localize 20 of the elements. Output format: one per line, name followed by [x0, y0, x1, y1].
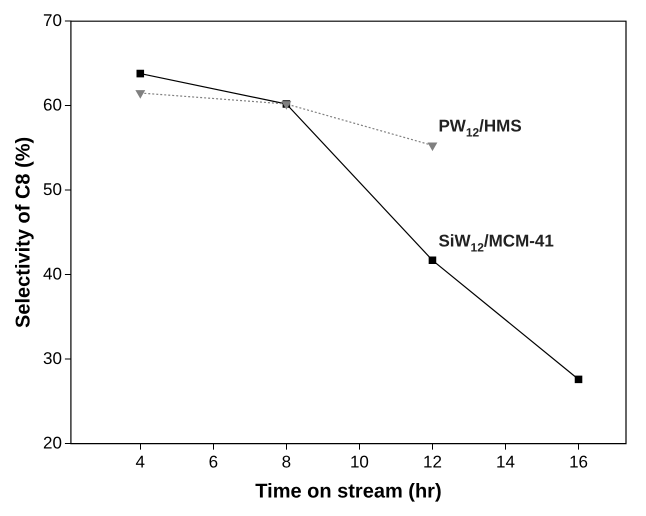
point: [136, 90, 145, 98]
x-tick-label: 8: [282, 452, 292, 472]
x-axis-title: Time on stream (hr): [255, 480, 442, 503]
point: [136, 70, 144, 78]
point: [428, 256, 436, 264]
y-tick-label: 60: [42, 95, 62, 114]
x-tick-label: 6: [208, 452, 218, 472]
y-tick-label: 30: [42, 348, 62, 368]
x-tick-label: 4: [136, 452, 146, 472]
y-tick-label: 20: [42, 433, 62, 452]
point: [428, 142, 437, 150]
x-tick-label: 10: [350, 452, 369, 472]
point: [574, 376, 582, 384]
y-tick-label: 70: [42, 10, 62, 30]
x-tick-label: 14: [496, 452, 515, 472]
y-tick-label: 40: [42, 264, 62, 284]
y-axis-title: Selectivity of C8 (%): [12, 136, 35, 328]
x-tick-label: 16: [569, 452, 588, 472]
y-tick-label: 50: [42, 180, 62, 199]
x-tick-label: 12: [422, 452, 442, 472]
